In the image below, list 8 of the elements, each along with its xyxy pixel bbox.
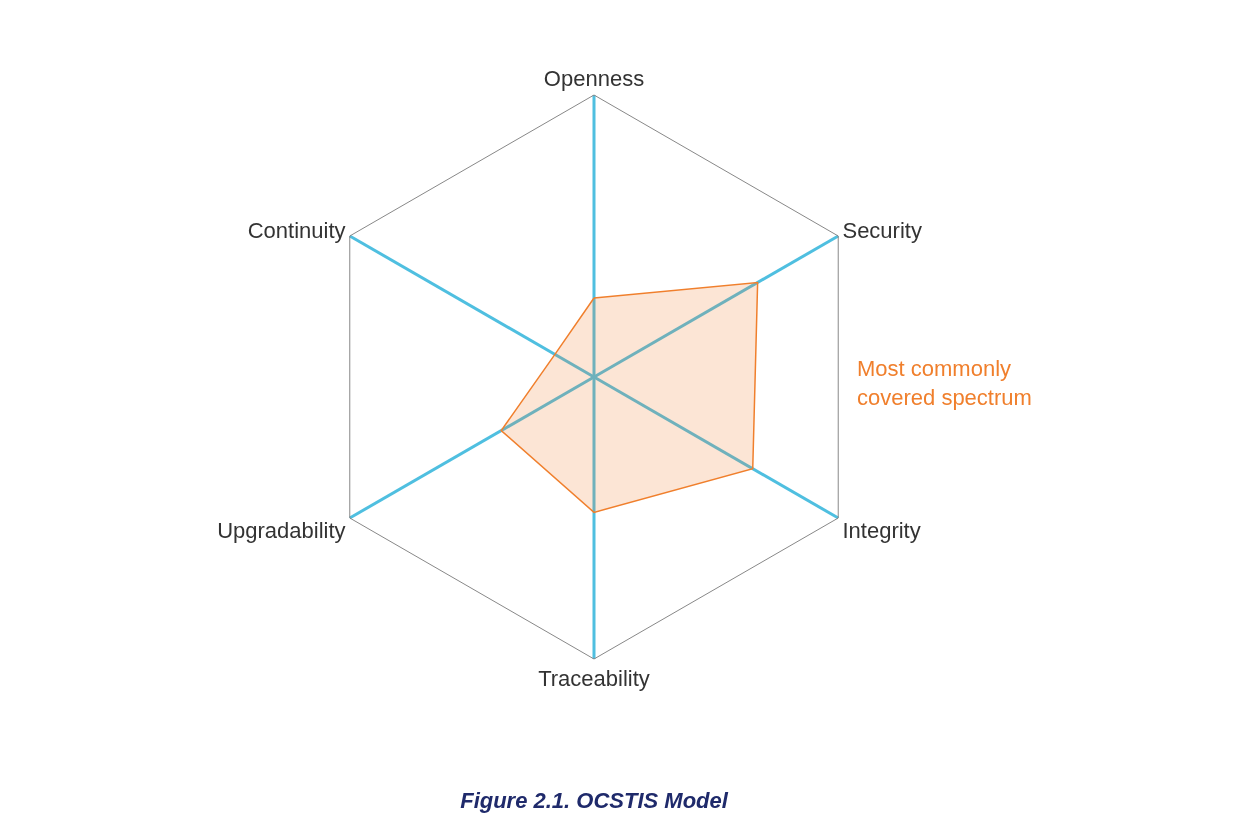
spoke-label: Integrity (842, 518, 921, 544)
spoke-label: Upgradability (217, 518, 346, 544)
text: Most commonly covered spectrum (857, 356, 1032, 410)
text: Figure 2.1. OCSTIS Model (460, 787, 729, 813)
spoke-label: Security (842, 218, 922, 244)
spoke-label: Traceability (538, 665, 650, 691)
spoke-label: Continuity (247, 218, 346, 244)
spoke-label: Openness (543, 65, 645, 91)
